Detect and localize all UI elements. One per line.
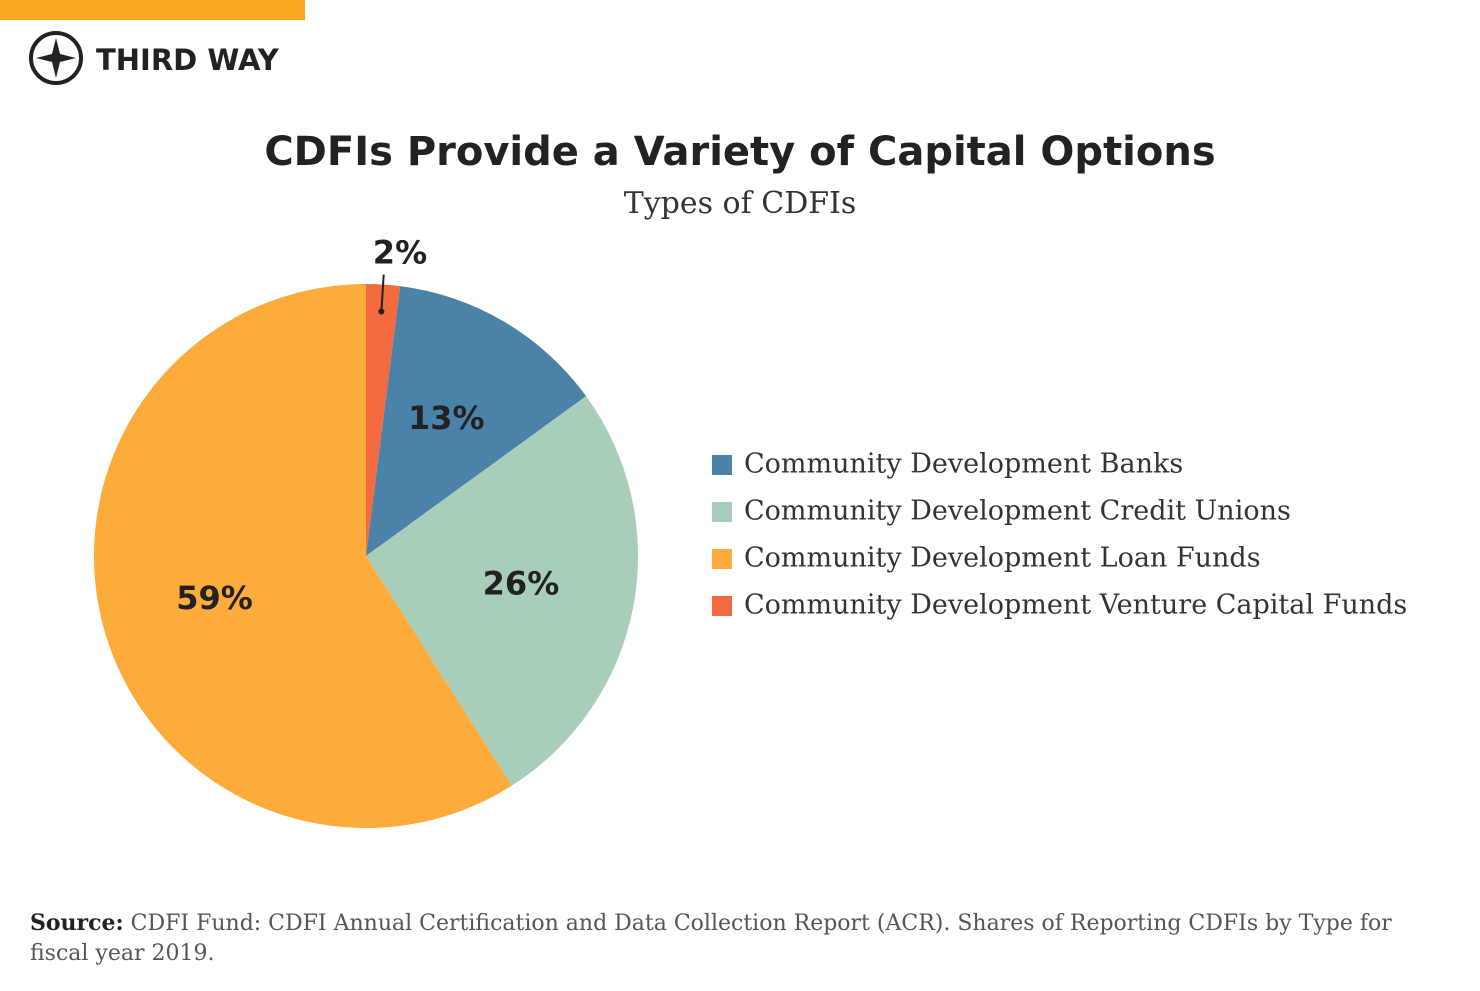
legend: Community Development Banks Community Dev…: [712, 449, 1407, 621]
legend-swatch: [712, 502, 732, 522]
legend-swatch: [712, 549, 732, 569]
source-note: Source: CDFI Fund: CDFI Annual Certifica…: [30, 908, 1440, 969]
data-label: 13%: [408, 399, 485, 437]
brand-name: THIRD WAY: [96, 43, 280, 77]
chart-subtitle: Types of CDFIs: [624, 186, 857, 221]
pie-slice: [366, 396, 638, 786]
source-label: Source:: [30, 910, 124, 936]
chart-title: CDFIs Provide a Variety of Capital Optio…: [264, 129, 1215, 175]
legend-swatch: [712, 455, 732, 475]
legend-label: Community Development Loan Funds: [744, 543, 1261, 574]
logo: [29, 31, 83, 85]
pie-slice: [366, 286, 587, 556]
data-label: 59%: [176, 579, 253, 617]
data-label: 2%: [373, 234, 427, 272]
legend-label: Community Development Credit Unions: [744, 496, 1291, 527]
leader-line: [380, 274, 385, 312]
pie: 13% 26% 59% 2%: [93, 234, 638, 829]
brand-bar: [0, 0, 305, 20]
leader-dot: [378, 308, 385, 315]
pie-slice: [93, 284, 512, 829]
data-label: 26%: [483, 565, 560, 603]
legend-label: Community Development Venture Capital Fu…: [744, 590, 1407, 621]
source-text: CDFI Fund: CDFI Annual Certification and…: [30, 911, 1392, 966]
legend-swatch: [712, 596, 732, 616]
legend-label: Community Development Banks: [744, 449, 1183, 480]
pie-slice: [366, 284, 401, 556]
